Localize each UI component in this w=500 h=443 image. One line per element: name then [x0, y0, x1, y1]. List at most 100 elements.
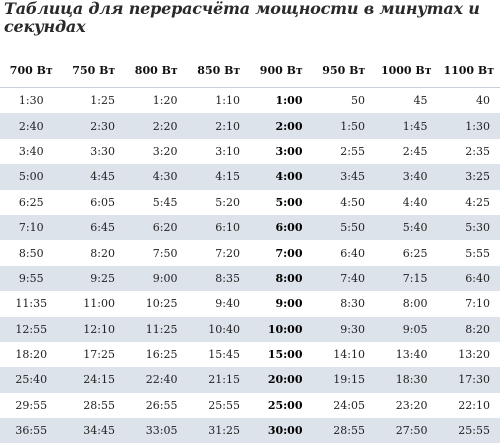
table-cell: 28:55 [63, 393, 126, 418]
table-cell: 4:25 [438, 190, 500, 215]
table-cell: 15:00 [250, 342, 313, 367]
column-header: 900 Вт [250, 53, 313, 88]
table-cell: 1:45 [375, 113, 438, 138]
table-cell: 3:45 [313, 164, 376, 189]
table-cell: 36:55 [0, 418, 63, 443]
table-cell: 13:20 [438, 342, 500, 367]
table-cell: 7:50 [125, 240, 188, 265]
table-cell: 5:00 [250, 190, 313, 215]
table-cell: 1:10 [188, 88, 251, 114]
table-cell: 7:00 [250, 240, 313, 265]
table-cell: 2:20 [125, 113, 188, 138]
table-cell: 4:30 [125, 164, 188, 189]
table-cell: 2:00 [250, 113, 313, 138]
column-header: 850 Вт [188, 53, 251, 88]
table-cell: 2:55 [313, 139, 376, 164]
table-cell: 8:00 [250, 266, 313, 291]
table-cell: 6:10 [188, 215, 251, 240]
table-cell: 50 [313, 88, 376, 114]
table-cell: 29:55 [0, 393, 63, 418]
table-cell: 9:00 [250, 291, 313, 316]
column-header: 700 Вт [0, 53, 63, 88]
table-cell: 2:45 [375, 139, 438, 164]
table-cell: 5:45 [125, 190, 188, 215]
page: Таблица для перерасчёта мощности в минут… [0, 0, 500, 432]
table-cell: 5:00 [0, 164, 63, 189]
table-cell: 3:20 [125, 139, 188, 164]
column-header: 1000 Вт [375, 53, 438, 88]
table-cell: 25:55 [188, 393, 251, 418]
table-cell: 21:15 [188, 367, 251, 392]
table-cell: 33:05 [125, 418, 188, 443]
table-cell: 3:30 [63, 139, 126, 164]
table-cell: 14:10 [313, 342, 376, 367]
table-cell: 6:25 [0, 190, 63, 215]
table-cell: 6:40 [313, 240, 376, 265]
table-cell: 1:30 [0, 88, 63, 114]
page-title: Таблица для перерасчёта мощности в минут… [4, 0, 496, 36]
table-cell: 4:15 [188, 164, 251, 189]
table-cell: 7:10 [0, 215, 63, 240]
table-cell: 9:25 [63, 266, 126, 291]
table-cell: 1:30 [438, 113, 500, 138]
table-cell: 5:20 [188, 190, 251, 215]
table-cell: 27:50 [375, 418, 438, 443]
table-cell: 25:55 [438, 418, 500, 443]
table-cell: 40 [438, 88, 500, 114]
table-cell: 1:00 [250, 88, 313, 114]
table-cell: 30:00 [250, 418, 313, 443]
table-cell: 18:30 [375, 367, 438, 392]
table-cell: 11:25 [125, 317, 188, 342]
table-cell: 3:00 [250, 139, 313, 164]
table-cell: 6:20 [125, 215, 188, 240]
table-cell: 5:50 [313, 215, 376, 240]
table-cell: 6:45 [63, 215, 126, 240]
table-cell: 1:25 [63, 88, 126, 114]
table-cell: 13:40 [375, 342, 438, 367]
table-cell: 5:30 [438, 215, 500, 240]
table-cell: 2:40 [0, 113, 63, 138]
table-cell: 9:00 [125, 266, 188, 291]
table-cell: 8:35 [188, 266, 251, 291]
table-cell: 3:10 [188, 139, 251, 164]
table-cell: 2:30 [63, 113, 126, 138]
table-cell: 7:40 [313, 266, 376, 291]
table-cell: 9:30 [313, 317, 376, 342]
column-header: 1100 Вт [438, 53, 500, 88]
table-cell: 10:40 [188, 317, 251, 342]
table-cell: 5:40 [375, 215, 438, 240]
table-cell: 6:40 [438, 266, 500, 291]
table-cell: 15:45 [188, 342, 251, 367]
table-cell: 11:35 [0, 291, 63, 316]
table-cell: 4:45 [63, 164, 126, 189]
column-header: 950 Вт [313, 53, 376, 88]
table-cell: 9:05 [375, 317, 438, 342]
table-cell: 6:05 [63, 190, 126, 215]
table-cell: 10:25 [125, 291, 188, 316]
table-cell: 22:10 [438, 393, 500, 418]
table-cell: 8:00 [375, 291, 438, 316]
table-cell: 8:50 [0, 240, 63, 265]
table-cell: 6:00 [250, 215, 313, 240]
table-cell: 2:10 [188, 113, 251, 138]
table-cell: 18:20 [0, 342, 63, 367]
table-cell: 31:25 [188, 418, 251, 443]
table-cell: 10:00 [250, 317, 313, 342]
table-cell: 24:05 [313, 393, 376, 418]
table-cell: 23:20 [375, 393, 438, 418]
table-cell: 2:35 [438, 139, 500, 164]
